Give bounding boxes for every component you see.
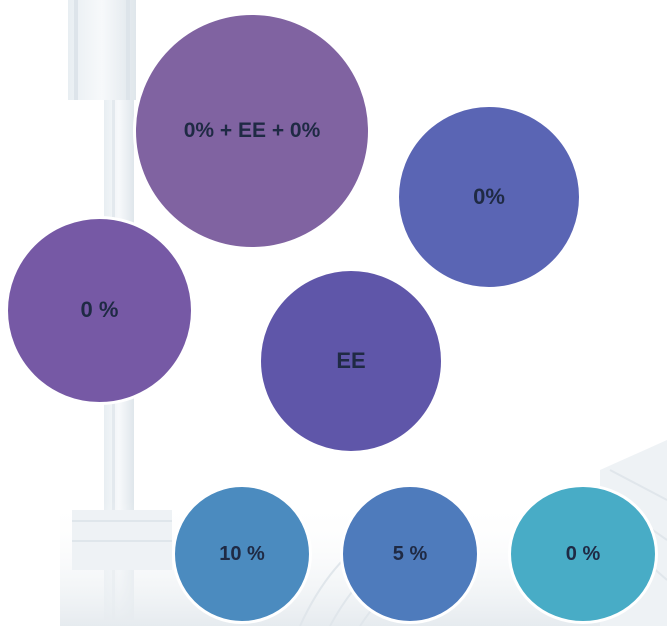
circle-top-right: 0%: [396, 104, 582, 290]
circle-label: 5 %: [392, 543, 428, 565]
circle-bottom-left: 10 %: [172, 484, 312, 624]
circle-label: EE: [336, 347, 366, 373]
circle-middle-center: EE: [258, 268, 444, 454]
circle-middle-left: 0 %: [5, 216, 194, 405]
circle-bottom-middle: 5 %: [340, 484, 480, 624]
circle-label: 0%: [473, 183, 505, 209]
circle-label: 0 %: [80, 297, 119, 323]
circle-label: 0% + EE + 0%: [183, 119, 321, 143]
circle-label: 10 %: [219, 543, 265, 565]
circle-label: 0 %: [565, 543, 601, 565]
circle-bottom-right: 0 %: [508, 484, 658, 624]
circle-top-center: 0% + EE + 0%: [133, 12, 371, 250]
